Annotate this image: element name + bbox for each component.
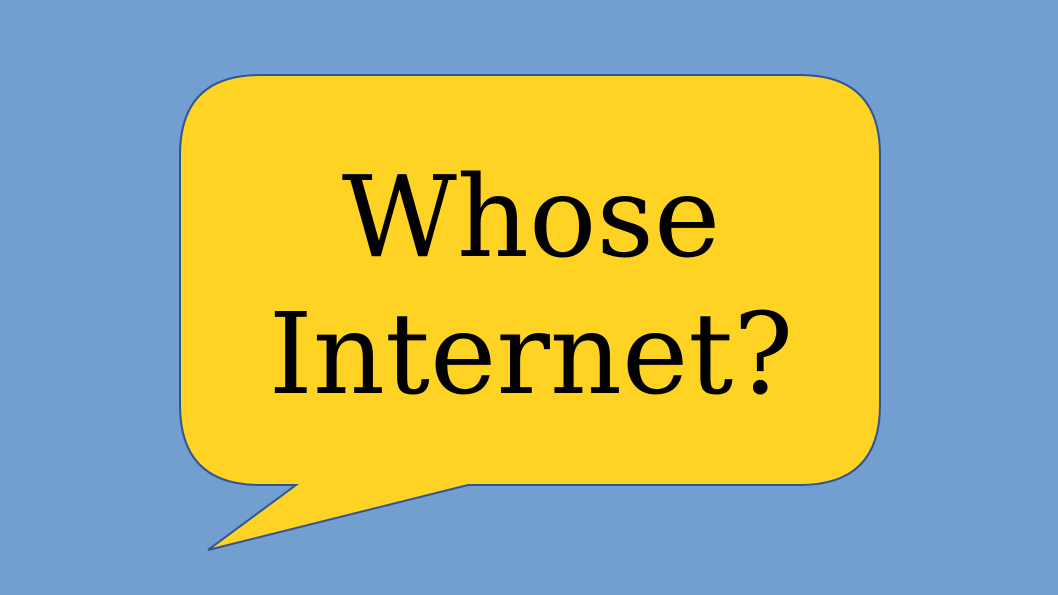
speech-bubble-text: Whose Internet? [180,92,882,482]
title-line-1: Whose [341,153,721,284]
title-line-2: Internet? [268,290,794,420]
speech-bubble-shape [179,74,881,551]
